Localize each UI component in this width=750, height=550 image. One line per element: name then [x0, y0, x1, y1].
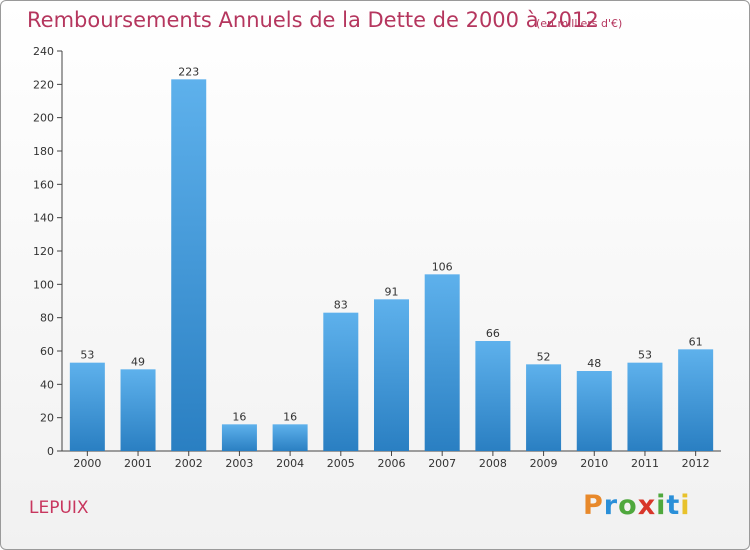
y-tick-label: 100 [33, 278, 54, 291]
x-tick-label: 2003 [225, 457, 253, 470]
bar-value-label: 16 [283, 410, 297, 423]
x-tick-label: 2011 [631, 457, 659, 470]
logo-letter: P [583, 490, 604, 521]
bar [576, 371, 612, 451]
y-tick-label: 40 [40, 378, 54, 391]
bar [627, 362, 663, 451]
x-tick-label: 2008 [479, 457, 507, 470]
bar-value-label: 66 [486, 327, 500, 340]
bar [526, 364, 562, 451]
y-tick-label: 80 [40, 312, 54, 325]
y-tick-label: 220 [33, 78, 54, 91]
logo-letter: o [618, 490, 638, 521]
bar [374, 299, 409, 451]
bar-value-label: 53 [638, 349, 652, 362]
bar-value-label: 223 [178, 65, 199, 78]
logo-letter: i [656, 490, 667, 521]
chart-unit-label: (en milliers d'€) [536, 17, 623, 30]
y-tick-label: 180 [33, 145, 54, 158]
bar [424, 274, 460, 451]
bar [171, 79, 207, 451]
bar [475, 341, 511, 451]
y-tick-label: 160 [33, 178, 54, 191]
x-tick-label: 2004 [276, 457, 304, 470]
bar-value-label: 91 [385, 285, 399, 298]
bar-value-label: 49 [131, 355, 145, 368]
x-tick-label: 2010 [580, 457, 608, 470]
x-tick-label: 2001 [124, 457, 152, 470]
bar-value-label: 16 [232, 410, 246, 423]
y-tick-label: 20 [40, 412, 54, 425]
bar-value-label: 48 [587, 357, 601, 370]
logo-letter: t [666, 490, 681, 521]
bar-value-label: 61 [689, 335, 703, 348]
y-tick-label: 0 [47, 445, 54, 458]
x-tick-label: 2012 [682, 457, 710, 470]
y-tick-label: 60 [40, 345, 54, 358]
bar-value-label: 83 [334, 299, 348, 312]
logo-letter: r [603, 490, 619, 521]
x-tick-label: 2000 [73, 457, 101, 470]
place-name: LEPUIX [29, 498, 89, 518]
bar [69, 362, 105, 451]
bar [323, 312, 359, 451]
logo-letter: i [680, 490, 691, 521]
bar-value-label: 52 [537, 350, 551, 363]
y-tick-label: 120 [33, 245, 54, 258]
x-tick-label: 2002 [175, 457, 203, 470]
logo-letter: x [637, 490, 657, 521]
bar [272, 424, 308, 451]
bar [678, 349, 714, 451]
x-tick-label: 2006 [378, 457, 406, 470]
proxiti-logo: Proxiti [583, 490, 691, 521]
y-tick-label: 140 [33, 212, 54, 225]
bar [120, 369, 156, 451]
y-tick-label: 240 [33, 45, 54, 58]
x-tick-label: 2007 [428, 457, 456, 470]
chart-title: Remboursements Annuels de la Dette de 20… [27, 8, 599, 32]
x-tick-label: 2009 [530, 457, 558, 470]
y-tick-label: 200 [33, 112, 54, 125]
x-tick-label: 2005 [327, 457, 355, 470]
bar-value-label: 53 [80, 349, 94, 362]
bar-value-label: 106 [432, 260, 453, 273]
bar [221, 424, 257, 451]
